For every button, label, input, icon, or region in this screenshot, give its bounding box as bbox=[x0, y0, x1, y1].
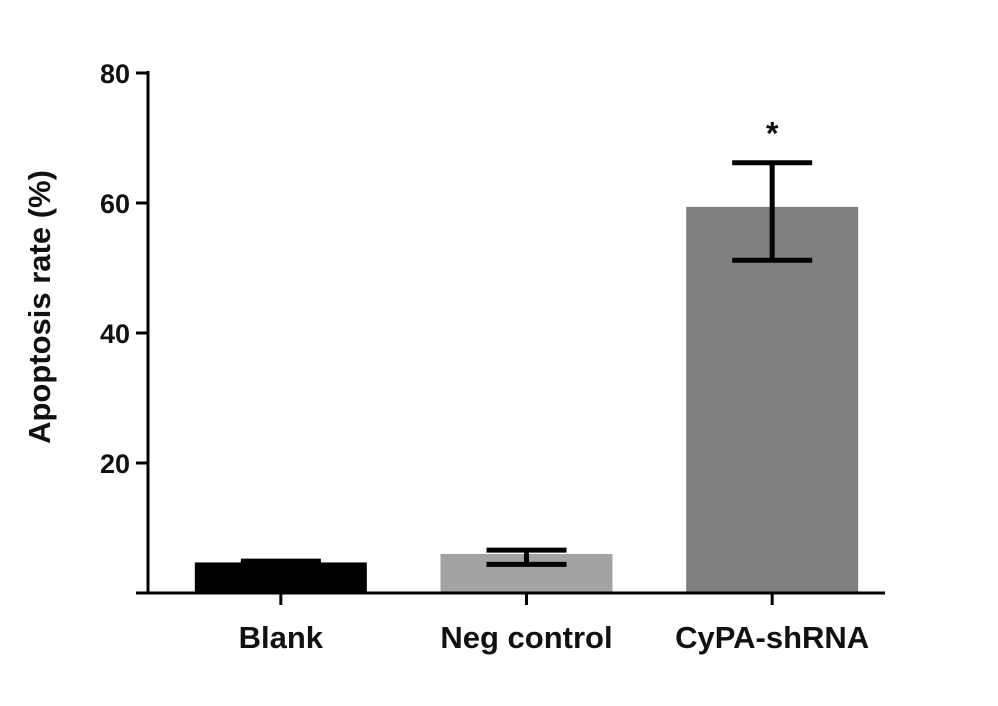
error-bar bbox=[240, 558, 321, 567]
error-bar bbox=[732, 160, 813, 263]
x-tick-label: Blank bbox=[239, 620, 324, 655]
bar-cypa-shrna bbox=[686, 206, 859, 593]
significance-marker: * bbox=[766, 116, 779, 152]
bar-blank bbox=[194, 562, 367, 593]
y-tick-label: 20 bbox=[100, 449, 130, 479]
y-axis-title: Apoptosis rate (%) bbox=[22, 170, 57, 444]
x-tick-label: Neg control bbox=[440, 620, 612, 655]
error-bars bbox=[240, 160, 813, 567]
y-tick-label: 60 bbox=[100, 189, 130, 219]
axes bbox=[136, 71, 885, 605]
error-bar bbox=[486, 547, 567, 567]
y-tick-label: 40 bbox=[100, 319, 130, 349]
labels: 20 40 60 80 Blank Neg control CyPA-shRNA * bbox=[100, 59, 869, 655]
y-tick-label: 80 bbox=[100, 59, 130, 89]
bars bbox=[194, 206, 859, 593]
x-tick-label: CyPA-shRNA bbox=[675, 620, 869, 655]
